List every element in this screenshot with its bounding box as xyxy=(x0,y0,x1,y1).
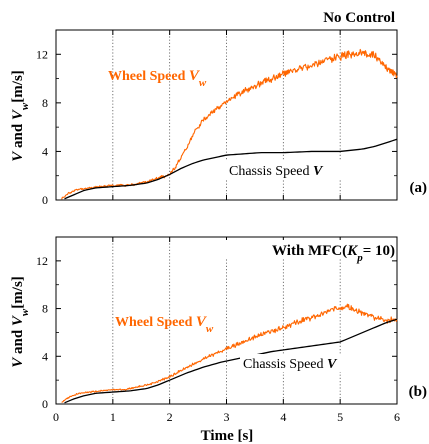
y-tick-label: 0 xyxy=(42,193,48,207)
x-tick-label: 1 xyxy=(110,410,116,424)
y-axis: 0 4 8 12 xyxy=(36,254,397,411)
grid xyxy=(112,237,341,404)
series-line xyxy=(61,48,398,200)
series-line xyxy=(64,138,398,200)
series-line xyxy=(61,303,398,403)
y-axis-label: V and Vw[m/s] xyxy=(10,70,31,162)
x-tick-label: 4 xyxy=(280,410,286,424)
y-tick-label: 12 xyxy=(36,47,48,61)
panel-label: (a) xyxy=(410,180,428,196)
x-tick-label: 2 xyxy=(167,410,173,424)
y-axis-label: V and Vw[m/s] xyxy=(10,276,31,368)
x-tick-label: 3 xyxy=(224,410,230,424)
plot-lines xyxy=(61,48,398,200)
series-line xyxy=(64,318,398,404)
x-tick-label: 5 xyxy=(337,410,343,424)
series-label-wheel-speed: Wheel Speed Vw xyxy=(115,314,214,335)
y-tick-label: 0 xyxy=(42,397,48,411)
y-axis: 0 4 8 12 xyxy=(36,30,398,207)
x-axis: 0 1 2 3 4 5 6 xyxy=(53,237,400,424)
label-backdrop xyxy=(226,161,366,179)
plot-lines xyxy=(61,303,398,404)
series-label-chassis-speed: Chassis Speed V xyxy=(229,164,324,179)
y-tick-label: 8 xyxy=(42,96,48,110)
x-tick-label: 6 xyxy=(394,410,400,424)
panel-title: No Control xyxy=(323,10,395,26)
y-tick-label: 8 xyxy=(42,302,48,316)
panel-label: (b) xyxy=(409,384,427,400)
panel-a: 0 4 8 12 No Control (a) V and Vw[m/s] Wheel… xyxy=(10,10,427,207)
y-tick-label: 4 xyxy=(42,144,48,158)
x-axis-label: Time [s] xyxy=(201,428,254,444)
panel-title: With MFC(Kp= 10) xyxy=(272,243,395,264)
series-label-chassis-speed: Chassis Speed V xyxy=(243,357,338,372)
label-backdrop xyxy=(240,354,380,372)
series-label-wheel-speed: Wheel Speed Vw xyxy=(108,68,207,89)
x-tick-label: 0 xyxy=(53,410,59,424)
y-tick-label: 12 xyxy=(36,254,48,268)
title-backdrop xyxy=(222,240,396,259)
y-tick-label: 4 xyxy=(42,349,48,363)
